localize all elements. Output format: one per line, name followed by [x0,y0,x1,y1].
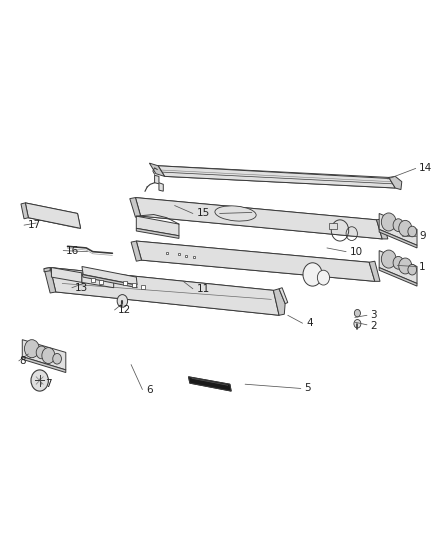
Circle shape [393,256,403,269]
Text: 9: 9 [419,231,426,241]
Text: 17: 17 [28,220,41,230]
Polygon shape [158,166,395,188]
Polygon shape [22,340,66,370]
Text: 7: 7 [45,379,52,389]
FancyBboxPatch shape [328,223,336,229]
Text: 15: 15 [196,208,210,219]
Polygon shape [149,163,165,176]
Text: 10: 10 [350,247,363,257]
Text: 1: 1 [419,262,426,271]
Polygon shape [379,214,417,245]
Circle shape [303,263,322,286]
Polygon shape [25,203,81,228]
Polygon shape [389,176,402,190]
Polygon shape [136,241,375,281]
Polygon shape [273,289,285,316]
Polygon shape [130,198,141,217]
Text: 12: 12 [118,305,131,315]
Polygon shape [379,251,417,284]
Polygon shape [158,166,395,188]
Circle shape [399,220,412,236]
Text: 16: 16 [66,246,79,256]
Circle shape [25,340,39,358]
Polygon shape [135,198,382,239]
Circle shape [117,295,127,308]
Polygon shape [188,377,231,391]
Polygon shape [82,266,137,285]
Polygon shape [188,377,231,391]
Circle shape [399,258,412,274]
Polygon shape [44,268,50,272]
Text: 4: 4 [306,318,313,328]
Polygon shape [135,198,382,239]
Circle shape [354,319,361,328]
Polygon shape [155,175,163,191]
Circle shape [318,270,329,285]
Circle shape [53,353,61,364]
Circle shape [408,264,417,275]
Polygon shape [131,241,141,261]
Polygon shape [82,274,137,288]
Circle shape [42,348,55,364]
Text: 11: 11 [196,284,210,294]
Polygon shape [50,268,279,316]
Polygon shape [369,261,380,281]
Circle shape [31,370,48,391]
Polygon shape [82,273,114,288]
Circle shape [393,219,403,231]
Ellipse shape [215,206,256,221]
Text: 3: 3 [371,310,377,320]
Polygon shape [22,357,66,373]
Circle shape [381,213,396,231]
Polygon shape [379,268,417,286]
Polygon shape [136,216,179,236]
Polygon shape [279,288,288,304]
Text: 14: 14 [419,164,432,173]
Text: 5: 5 [304,383,311,393]
Circle shape [36,346,47,359]
Polygon shape [377,219,388,239]
Polygon shape [379,229,417,248]
Text: 13: 13 [74,282,88,293]
Polygon shape [136,228,179,238]
Circle shape [354,310,360,317]
Text: 8: 8 [20,356,26,366]
Polygon shape [136,241,375,281]
Circle shape [381,250,396,268]
Text: 2: 2 [371,321,377,331]
Circle shape [408,226,417,237]
Polygon shape [25,203,81,228]
Polygon shape [21,203,28,219]
Polygon shape [51,268,82,282]
Text: 6: 6 [146,384,152,394]
Polygon shape [50,268,279,316]
Polygon shape [44,268,56,293]
